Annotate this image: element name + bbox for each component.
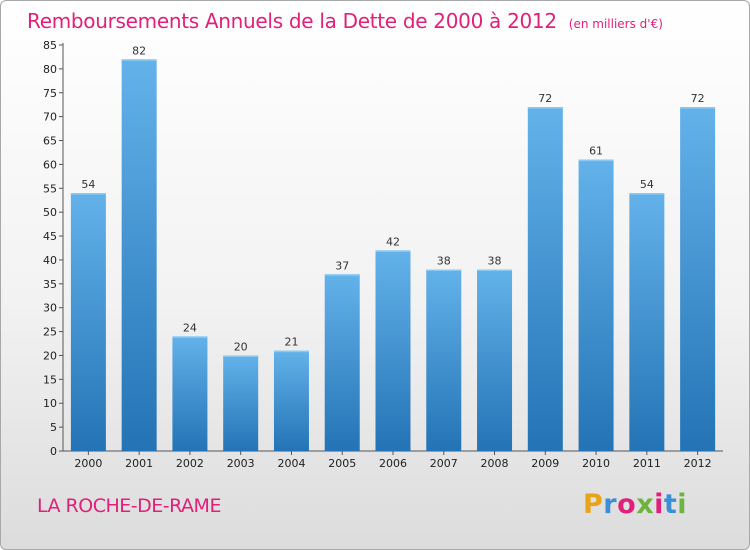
- x-tick-label: 2004: [277, 457, 305, 470]
- chart-unit-note: (en milliers d'€): [568, 17, 663, 31]
- data-label-2011: 54: [640, 178, 654, 191]
- bar-2010: [578, 159, 614, 451]
- bar-2007: [426, 269, 462, 451]
- data-label-2000: 54: [81, 178, 95, 191]
- x-tick-label: 2002: [176, 457, 204, 470]
- bar-top-edge: [172, 336, 208, 338]
- logo-letter: t: [663, 489, 678, 520]
- data-label-2009: 72: [538, 92, 552, 105]
- y-tick-label: 25: [43, 326, 57, 339]
- x-tick-label: 2009: [531, 457, 559, 470]
- data-label-2006: 42: [386, 235, 400, 248]
- y-tick-label: 10: [43, 397, 57, 410]
- x-tick-label: 2012: [684, 457, 712, 470]
- logo-letter: P: [583, 489, 604, 520]
- x-tick-label: 2011: [633, 457, 661, 470]
- logo-letter: o: [617, 489, 637, 520]
- logo-letter: i: [677, 489, 688, 520]
- y-tick-label: 0: [50, 445, 57, 458]
- x-axis: 2000 2001 2002 2003 2004 2005 2006 2007 2008 2009…: [63, 450, 723, 470]
- bar-top-edge: [121, 59, 157, 61]
- data-label-2001: 82: [132, 44, 146, 57]
- x-tick-label: 2008: [481, 457, 509, 470]
- y-tick-label: 30: [43, 302, 57, 315]
- commune-name: LA ROCHE-DE-RAME: [37, 495, 221, 517]
- y-tick-label: 20: [43, 349, 57, 362]
- bar-top-edge: [629, 193, 665, 195]
- bar-2009: [527, 107, 563, 451]
- bar-top-edge: [375, 250, 411, 252]
- x-tick-label: 2001: [125, 457, 153, 470]
- y-tick-label: 60: [43, 158, 57, 171]
- y-tick-label: 50: [43, 206, 57, 219]
- bar-2011: [629, 193, 665, 451]
- data-label-2012: 72: [691, 92, 705, 105]
- data-label-2003: 20: [234, 340, 248, 353]
- bar-2006: [375, 250, 411, 451]
- bar-2008: [477, 269, 513, 451]
- bar-2000: [70, 193, 106, 451]
- y-tick-label: 70: [43, 111, 57, 124]
- bar-2012: [680, 107, 716, 451]
- data-label-2007: 38: [437, 254, 451, 267]
- bar-top-edge: [273, 350, 309, 353]
- y-tick-label: 15: [43, 373, 57, 386]
- bar-2001: [121, 59, 157, 452]
- x-tick-label: 2005: [328, 457, 356, 470]
- x-tick-label: 2007: [430, 457, 458, 470]
- x-tick-label: 2006: [379, 457, 407, 470]
- y-tick-label: 5: [50, 421, 57, 434]
- bar-2002: [172, 336, 208, 451]
- y-tick-label: 85: [43, 39, 57, 52]
- proxiti-logo: Proxiti: [583, 489, 687, 520]
- bar-top-edge: [527, 107, 563, 109]
- data-label-2010: 61: [589, 145, 603, 158]
- bar-top-edge: [223, 355, 259, 357]
- x-tick-label: 2000: [74, 457, 102, 470]
- bar-2003: [223, 355, 259, 451]
- bar-2005: [324, 274, 360, 451]
- bar-2004: [273, 350, 309, 451]
- logo-letter: x: [636, 489, 655, 520]
- bar-top-edge: [477, 269, 513, 271]
- y-tick-label: 75: [43, 87, 57, 100]
- data-label-2004: 21: [284, 336, 298, 349]
- bars: 54 82 24 20 21 37 42 38 38 72 61 54 72: [70, 44, 716, 452]
- y-tick-label: 65: [43, 135, 57, 148]
- y-tick-label: 80: [43, 63, 57, 76]
- chart-title: Remboursements Annuels de la Dette de 20…: [27, 9, 663, 33]
- bar-top-edge: [324, 274, 360, 276]
- y-axis: 0 5 10 15 20 25 30 35 40 45 50 55 60 65 70 75 80 85: [43, 39, 64, 458]
- bar-top-edge: [578, 159, 614, 162]
- bar-top-edge: [70, 193, 106, 195]
- bar-top-edge: [680, 107, 716, 109]
- y-tick-label: 45: [43, 230, 57, 243]
- logo-letter: r: [603, 489, 618, 520]
- bar-top-edge: [426, 269, 462, 271]
- data-label-2005: 37: [335, 259, 349, 272]
- y-tick-label: 35: [43, 278, 57, 291]
- x-tick-label: 2010: [582, 457, 610, 470]
- y-tick-label: 40: [43, 254, 57, 267]
- logo-letter: i: [654, 489, 664, 520]
- chart-title-text: Remboursements Annuels de la Dette de 20…: [27, 9, 557, 33]
- x-tick-label: 2003: [227, 457, 255, 470]
- y-tick-label: 55: [43, 182, 57, 195]
- data-label-2002: 24: [183, 321, 197, 334]
- data-label-2008: 38: [488, 254, 502, 267]
